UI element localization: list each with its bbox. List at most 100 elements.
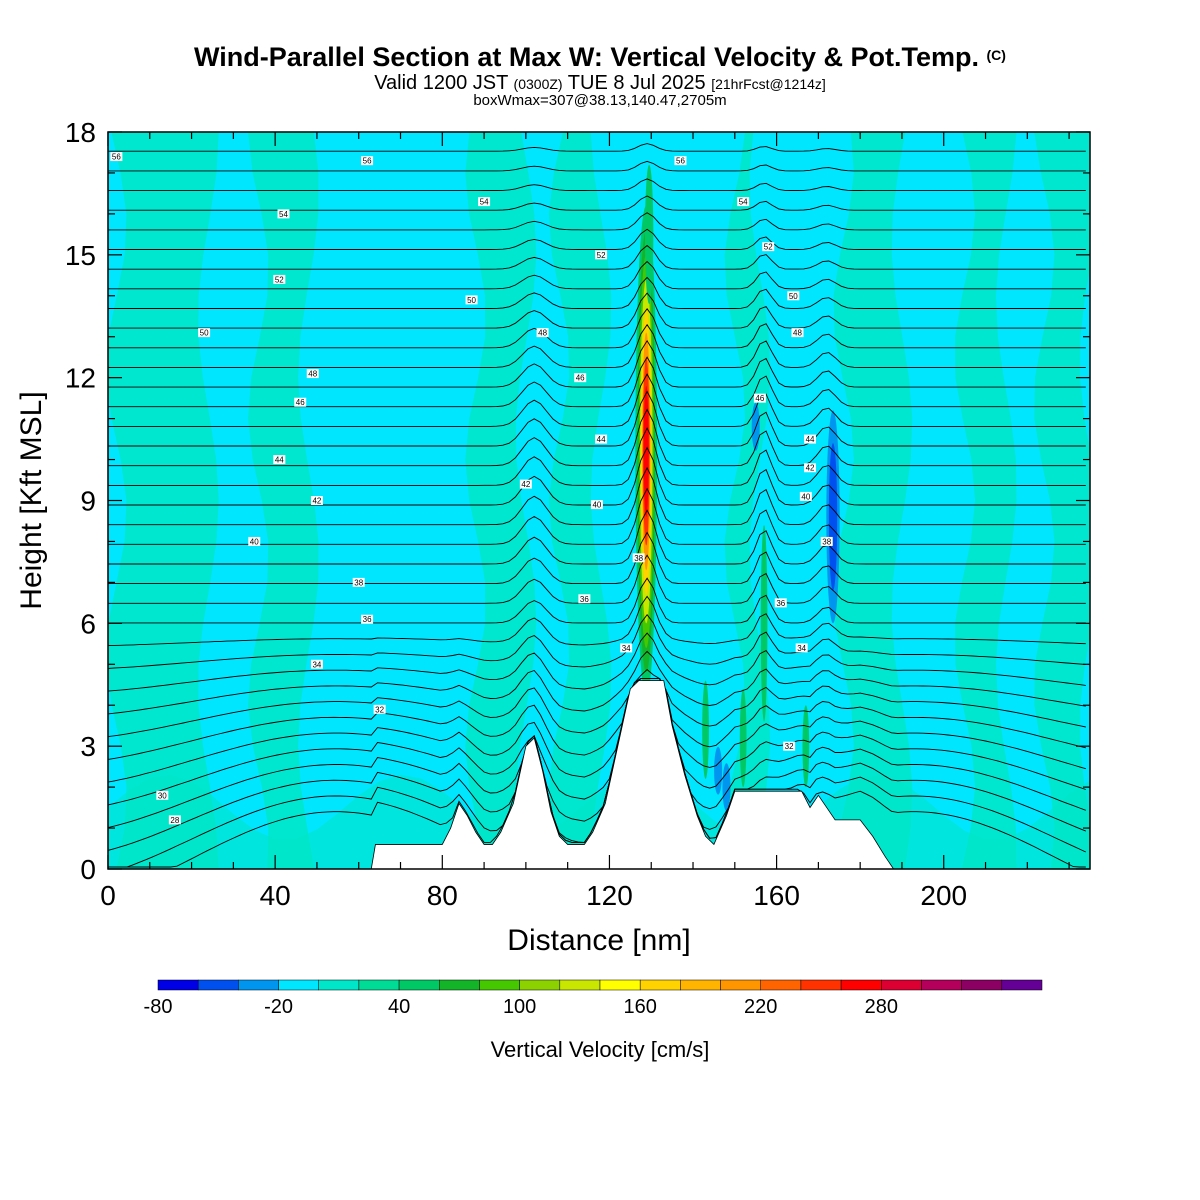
colorbar-swatch <box>358 979 400 991</box>
isentrope-label-bg <box>595 250 608 260</box>
isentrope-label-text: 44 <box>597 435 606 444</box>
isentrope-label-text: 40 <box>801 492 810 501</box>
isentrope-label-bg <box>737 197 750 207</box>
y-tick-label: 0 <box>80 854 96 885</box>
isentrope-line <box>108 276 1086 309</box>
isentrope-label: 50 <box>465 295 478 305</box>
isentrope-label: 42 <box>310 496 323 506</box>
isentrope-label: 54 <box>737 197 750 207</box>
isentrope-label: 34 <box>620 643 633 653</box>
colorbar-tick-label: 220 <box>744 996 777 1018</box>
isentrope-label-text: 38 <box>822 537 831 546</box>
isentrope-label-text: 42 <box>312 497 321 506</box>
isentrope-label-bg <box>574 373 587 383</box>
isentrope-line <box>108 577 1086 624</box>
colorbar-swatch <box>439 979 480 991</box>
isentrope-line <box>108 390 1086 447</box>
isentrope-label: 48 <box>536 328 549 338</box>
isentrope-label-text: 54 <box>480 198 489 207</box>
isentrope-label: 48 <box>791 328 804 338</box>
x-tick-label: 160 <box>753 880 800 911</box>
isentrope-label: 56 <box>110 152 123 162</box>
isentrope-label-text: 30 <box>158 791 167 800</box>
isentrope-label: 32 <box>373 704 386 714</box>
isentrope-label: 56 <box>674 156 687 166</box>
chart-subtitle: Valid 1200 JST (0300Z) TUE 8 Jul 2025 [2… <box>0 72 1200 95</box>
isentrope-label-text: 46 <box>576 374 585 383</box>
isentrope-label: 54 <box>478 197 491 207</box>
isentrope-line <box>108 632 1086 692</box>
isentrope-label-text: 50 <box>467 296 476 305</box>
wfield-downdraft <box>714 746 723 795</box>
y-tick-label: 3 <box>80 731 96 762</box>
wfield-weak-updraft <box>248 132 319 869</box>
isentrope-line <box>108 466 1086 526</box>
isentrope-label-text: 36 <box>580 595 589 604</box>
isentrope-label: 36 <box>578 594 591 604</box>
wfield-weak-updraft <box>108 132 219 869</box>
y-tick-label: 9 <box>80 486 96 517</box>
isentrope-label: 46 <box>753 393 766 403</box>
plot-area: 56 56 56 54 54 54 52 52 52 50 50 50 48 48 48 46 46 46 44 44… <box>108 132 1090 869</box>
colorbar-tick-label: -80 <box>144 996 173 1018</box>
valid-date: TUE 8 Jul 2025 <box>567 72 706 94</box>
isentrope-line <box>108 678 1086 760</box>
isentrope-line <box>108 678 1086 851</box>
isentrope-label-text: 40 <box>592 501 601 510</box>
isentrope-line <box>108 554 1086 604</box>
isentrope-label: 38 <box>352 577 365 587</box>
wfield-weak-updraft <box>955 132 1017 869</box>
isentrope-label-bg <box>791 328 804 338</box>
colorbar-swatch <box>961 979 1003 991</box>
isentrope-label: 50 <box>787 291 800 301</box>
colorbar-swatch <box>157 979 199 991</box>
isentrope-label-text: 40 <box>250 537 259 546</box>
x-tick-label: 80 <box>427 880 458 911</box>
colorbar: -80 -20 40 100 160 220 280 Vertical Velocity [c… <box>144 979 1043 1062</box>
isentrope-label: 52 <box>762 242 775 252</box>
isentrope-label: 28 <box>168 815 181 825</box>
isentrope-line <box>108 408 1086 467</box>
colorbar-swatch <box>599 979 641 991</box>
isentrope-label-bg <box>294 397 307 407</box>
isentrope-label-text: 42 <box>806 464 815 473</box>
isentrope-label-text: 48 <box>538 329 547 338</box>
isentrope-line <box>108 178 1086 192</box>
wfield-downdraft <box>722 763 731 812</box>
isentrope-label-text: 52 <box>764 243 773 252</box>
colorbar-tick-label: -20 <box>264 996 293 1018</box>
isentrope-label: 50 <box>198 328 211 338</box>
wfield-updraft-top <box>644 164 654 304</box>
isentrope-label: 46 <box>574 373 587 383</box>
isentrope-label-bg <box>168 815 181 825</box>
wfield-weak-updraft <box>833 132 913 869</box>
isentrope-line <box>108 143 1086 152</box>
isentrope-line <box>108 323 1086 368</box>
isentrope-label-text: 36 <box>776 599 785 608</box>
colorbar-swatch <box>720 979 761 991</box>
isentrope-label-bg <box>248 536 261 546</box>
x-tick-label: 120 <box>586 880 633 911</box>
isentrope-line <box>108 160 1086 172</box>
isentrope-line <box>108 613 1086 669</box>
isentrope-label-text: 38 <box>354 578 363 587</box>
isentrope-line <box>108 678 1086 806</box>
isentrope-label: 44 <box>273 455 286 465</box>
isentrope-label-bg <box>352 577 365 587</box>
isentrope-label: 44 <box>595 434 608 444</box>
isentrope-label-bg <box>156 790 169 800</box>
isentrope-line <box>108 292 1086 329</box>
box-wmax-info: boxWmax=307@38.13,140.47,2705m <box>473 92 727 109</box>
colorbar-tick-label: 280 <box>865 996 898 1018</box>
isentrope-label-bg <box>273 274 286 284</box>
isentrope-label: 42 <box>519 479 532 489</box>
y-axis-label: Height [Kft MSL] <box>15 391 48 609</box>
colorbar-swatch <box>881 979 922 991</box>
isentrope-label-text: 28 <box>170 816 179 825</box>
isentrope-label-text: 52 <box>275 275 284 284</box>
terrain <box>108 680 1090 869</box>
colorbar-tick-label: 100 <box>503 996 536 1018</box>
isentrope-label-bg <box>620 643 633 653</box>
isentrope-label-bg <box>799 491 812 501</box>
